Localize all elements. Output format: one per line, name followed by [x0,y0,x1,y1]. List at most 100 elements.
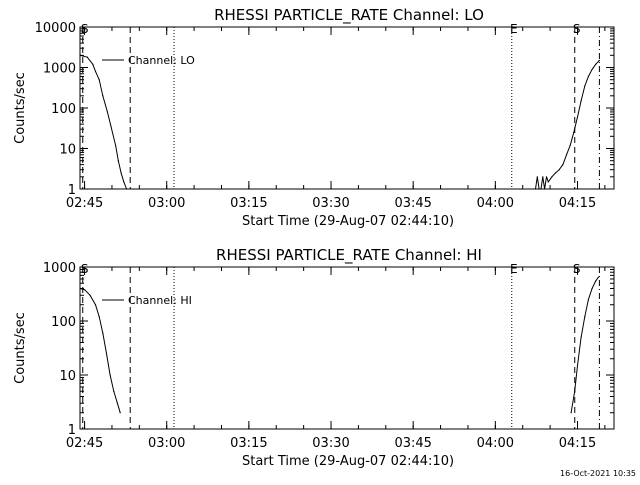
chart1-data-point [123,181,125,183]
chart1-series-line-2 [535,60,600,190]
chart2-data-point [83,289,86,291]
chart1-y-tick-label: 10 [59,143,76,158]
chart2-x-tick-label: 03:00 [148,436,185,451]
chart2-data-point [98,316,100,318]
chart1-data-point [598,59,600,61]
chart2-data-point [574,390,576,392]
chart2-data-point [570,412,572,414]
chart2-data-point [116,402,119,404]
chart1-x-tick-label: 03:30 [312,196,349,211]
chart1-data-point [584,85,586,87]
chart1-y-tick-label: 100 [51,102,76,117]
chart1-x-axis-label: Start Time (29-Aug-07 02:44:10) [242,214,454,229]
chart1-frame [79,26,615,190]
chart1-data-point [125,188,128,190]
chart1-data-point [534,188,537,190]
chart2-data-point [595,280,597,282]
chart2-data-point [584,316,586,318]
chart1-data-point [558,169,560,171]
chart2-data-point [591,287,593,290]
chart2-data-point [94,304,97,306]
chart1-data-point [110,125,112,128]
chart2-frame [79,266,615,430]
chart1-data-point [538,188,540,190]
chart2-data-point [580,336,582,338]
chart2-x-tick-label: 04:15 [559,436,596,451]
chart1-data-point [120,172,122,174]
chart1-x-tick-label: 04:00 [477,196,514,211]
chart2-event-marker-label: S [81,262,89,276]
chart1-data-point [573,131,575,133]
chart1-data-point [554,172,557,174]
chart2-y-axis-label: Counts/sec [13,312,28,384]
chart2-x-tick-label: 02:45 [66,436,103,451]
chart1-x-tick-label: 04:15 [559,196,596,211]
chart2-data-point [79,287,81,290]
chart1-data-point [562,164,564,166]
chart1-data-point [540,188,542,190]
chart1-data-point [102,95,104,97]
chart2-data-point [597,276,600,278]
chart2-x-tick-label: 03:15 [230,436,267,451]
chart2-x-tick-label: 04:00 [477,436,514,451]
chart2-data-point [576,364,579,367]
chart2-data-point [587,298,590,301]
footer-timestamp: 16-Oct-2021 10:35 [560,469,636,478]
chart1-data-point [565,154,568,156]
chart1-data-point [587,75,590,78]
chart1-y-tick-label: 1 [68,183,76,198]
chart1-data-point [98,79,100,81]
chart1-data-point [580,100,582,102]
chart2-event-marker-label: E [510,262,518,276]
chart1-data-point [569,144,571,146]
chart1-data-point [117,160,119,162]
chart2-data-point [109,374,111,376]
chart2-y-tick-label: 1 [68,423,76,438]
chart1-data-point [576,116,579,118]
chart1-x-tick-label: 03:45 [394,196,431,211]
chart1-data-point [86,56,88,58]
chart1-data-point [591,68,593,70]
chart2-data-point [113,390,115,392]
chart2-data-point [105,352,108,355]
chart2-data-point [119,412,121,414]
chart2-y-tick-label: 1000 [43,261,76,276]
chart1-series-line-1 [79,54,128,190]
chart1-y-tick-label: 10000 [35,21,76,36]
chart2-x-tick-label: 03:45 [394,436,431,451]
chart1-y-axis-label: Counts/sec [13,72,28,144]
chart1-data-point [544,188,546,190]
chart1-title: RHESSI PARTICLE_RATE Channel: LO [214,6,484,25]
chart1-event-marker-label: S [573,22,581,36]
chart2-data-point [89,294,91,296]
chart1-x-tick-label: 03:00 [148,196,185,211]
chart1-data-point [551,176,553,178]
chart1-data-point [79,54,81,56]
chart2-title: RHESSI PARTICLE_RATE Channel: HI [216,246,482,265]
chart1-event-marker-label: S [81,22,89,36]
chart2-y-tick-label: 100 [51,315,76,330]
chart1-data-point [547,181,549,183]
chart1-legend-label: Channel: LO [128,54,195,67]
chart2-legend-label: Channel: HI [128,294,192,307]
chart1-y-tick-label: 1000 [43,62,76,77]
chart2-x-tick-label: 03:30 [312,436,349,451]
chart1-event-marker-label: E [510,22,518,36]
chart2-y-tick-label: 10 [59,369,76,384]
chart2-x-axis-label: Start Time (29-Aug-07 02:44:10) [242,454,454,469]
chart1-data-point [595,63,597,65]
chart1-x-tick-label: 02:45 [66,196,103,211]
chart2-event-marker-label: S [573,262,581,276]
chart1-data-point [536,176,538,178]
chart1-data-point [545,176,548,178]
chart1-data-point [542,176,544,178]
chart1-x-tick-label: 03:15 [230,196,267,211]
chart2-data-point [102,332,104,334]
chart1-data-point [94,70,97,73]
chart1-data-point [92,63,94,65]
chart1-data-point [115,144,117,146]
chart1-data-point [106,111,108,113]
chart2-series-line-1 [79,288,121,413]
